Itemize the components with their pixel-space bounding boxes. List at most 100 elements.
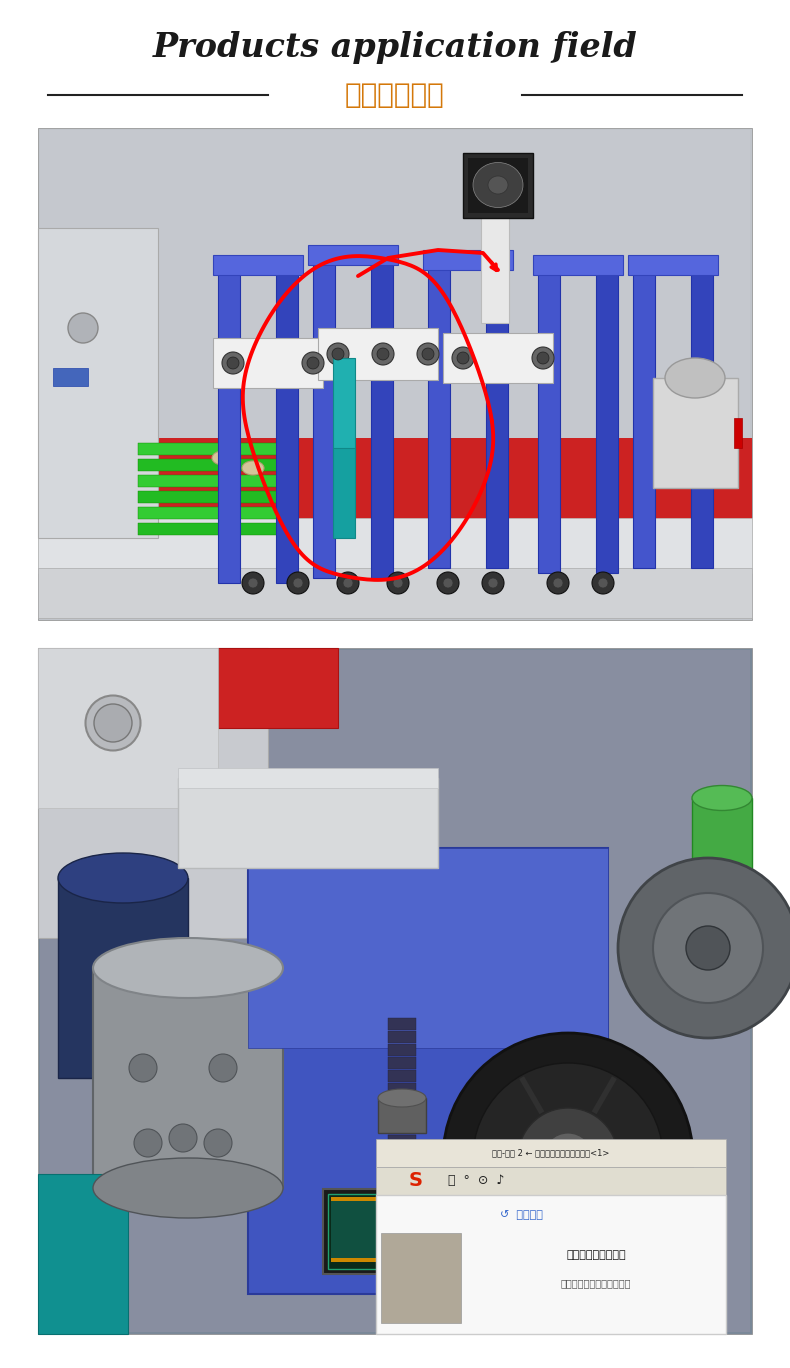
Ellipse shape	[437, 572, 459, 594]
Ellipse shape	[327, 343, 349, 365]
Bar	[388, 1096, 416, 1108]
Bar	[538, 274, 560, 573]
Bar	[93, 969, 283, 1187]
Bar	[481, 218, 509, 323]
Bar	[596, 274, 618, 573]
Bar	[388, 1122, 416, 1134]
Ellipse shape	[452, 347, 474, 369]
Bar	[376, 1196, 726, 1334]
Bar	[38, 568, 752, 618]
Ellipse shape	[482, 572, 504, 594]
Circle shape	[473, 1063, 663, 1253]
Bar	[388, 1109, 416, 1120]
Bar	[388, 1057, 416, 1068]
Ellipse shape	[422, 347, 434, 360]
Bar	[371, 263, 393, 579]
Bar	[388, 1148, 416, 1160]
Text: 切除-拉伸 2 ← 斯巴拓压力传感器显示仪<1>: 切除-拉伸 2 ← 斯巴拓压力传感器显示仪<1>	[492, 1149, 610, 1157]
Text: 中  °  ⊙  ♪: 中 ° ⊙ ♪	[448, 1175, 504, 1187]
Bar	[463, 153, 533, 218]
Bar	[388, 1070, 416, 1082]
Bar	[58, 878, 188, 1078]
Ellipse shape	[302, 352, 324, 373]
Ellipse shape	[58, 854, 188, 903]
Ellipse shape	[473, 163, 523, 208]
Ellipse shape	[417, 343, 439, 365]
Bar	[376, 1140, 726, 1167]
Text: 钟老回应太霸气，网友怒赞: 钟老回应太霸气，网友怒赞	[561, 1278, 631, 1289]
Ellipse shape	[488, 176, 508, 194]
Bar	[218, 274, 240, 583]
Ellipse shape	[547, 572, 569, 594]
Bar	[388, 1044, 416, 1056]
Bar	[38, 648, 752, 1334]
Bar	[660, 393, 705, 443]
Bar	[388, 1161, 416, 1172]
Bar	[138, 475, 298, 487]
Bar	[138, 491, 298, 503]
Bar	[40, 130, 750, 618]
Bar	[333, 447, 355, 538]
Bar	[178, 767, 438, 788]
Ellipse shape	[537, 352, 549, 364]
Bar	[633, 274, 655, 568]
Bar	[628, 254, 718, 275]
Ellipse shape	[665, 358, 725, 398]
Bar	[428, 268, 450, 568]
Bar	[691, 274, 713, 568]
Bar	[378, 1099, 426, 1133]
Bar	[443, 332, 553, 383]
Bar	[38, 228, 158, 538]
Ellipse shape	[443, 579, 453, 588]
Ellipse shape	[377, 347, 389, 360]
Bar	[218, 648, 338, 728]
Ellipse shape	[68, 313, 98, 343]
Bar	[38, 648, 268, 938]
Bar	[138, 523, 298, 535]
Ellipse shape	[343, 579, 353, 588]
Bar	[308, 245, 398, 265]
Bar	[376, 1167, 726, 1196]
Ellipse shape	[307, 357, 319, 369]
Bar	[388, 1031, 416, 1042]
Bar	[318, 328, 438, 380]
Ellipse shape	[209, 1053, 237, 1082]
Bar	[313, 263, 335, 579]
Ellipse shape	[169, 1124, 197, 1152]
Bar	[213, 254, 303, 275]
Bar	[213, 338, 323, 389]
Ellipse shape	[227, 357, 239, 369]
Ellipse shape	[85, 695, 141, 751]
Bar	[38, 648, 218, 808]
Bar	[248, 848, 608, 1048]
Ellipse shape	[378, 1089, 426, 1107]
Circle shape	[518, 1108, 618, 1208]
Circle shape	[653, 893, 763, 1003]
Text: 产品应用现场: 产品应用现场	[345, 81, 445, 109]
Ellipse shape	[532, 347, 554, 369]
Bar	[331, 1197, 465, 1201]
Bar	[533, 254, 623, 275]
Bar	[248, 848, 608, 1294]
Ellipse shape	[387, 572, 409, 594]
Circle shape	[686, 926, 730, 970]
Bar	[53, 368, 88, 386]
Ellipse shape	[372, 343, 394, 365]
Bar	[38, 129, 752, 620]
Ellipse shape	[129, 1053, 157, 1082]
Ellipse shape	[93, 938, 283, 999]
Bar	[486, 268, 508, 568]
Bar	[468, 157, 528, 213]
Bar	[692, 798, 752, 978]
Bar	[276, 274, 298, 583]
Text: Products application field: Products application field	[152, 31, 638, 64]
Ellipse shape	[242, 572, 264, 594]
Ellipse shape	[248, 579, 258, 588]
Bar	[40, 650, 750, 1332]
Bar	[138, 508, 298, 518]
Ellipse shape	[337, 572, 359, 594]
Ellipse shape	[93, 1157, 283, 1218]
Ellipse shape	[553, 579, 563, 588]
Bar	[331, 1259, 465, 1263]
Ellipse shape	[457, 352, 469, 364]
